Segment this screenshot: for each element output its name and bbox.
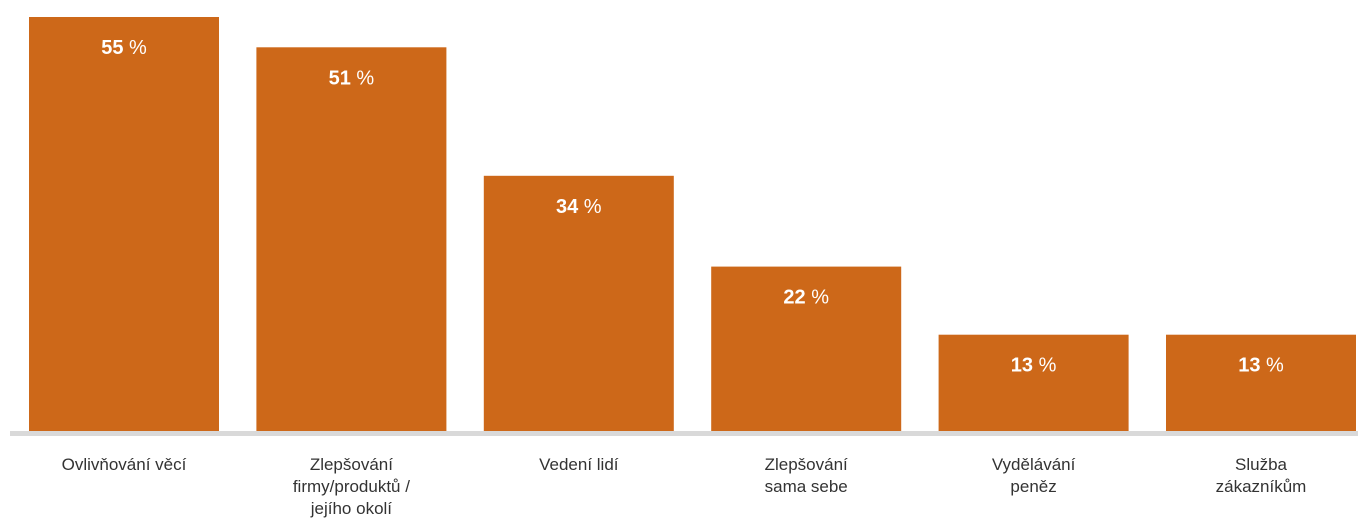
x-axis-baseline	[10, 431, 1358, 436]
bar-value-number: 55	[101, 37, 123, 59]
category-label-3: Vedení lidí	[539, 455, 619, 474]
category-label-line: Vedení lidí	[539, 455, 619, 474]
category-label-line: sama sebe	[765, 477, 848, 496]
category-label-4: Zlepšování sama sebe	[765, 455, 848, 496]
category-label-line: jejího okolí	[310, 499, 393, 518]
bar-2	[256, 47, 447, 434]
category-label-6: Služba zákazníkům	[1216, 455, 1307, 496]
category-label-line: zákazníkům	[1216, 477, 1307, 496]
bar-4	[711, 266, 902, 433]
category-label-5: Vydělávání peněz	[992, 455, 1076, 496]
bars-group: 55 %51 %34 %22 %13 % 13 %	[29, 17, 1356, 434]
bar-value-number: 51	[329, 67, 351, 89]
bar-value-label-2: 51 %	[329, 67, 375, 89]
category-label-1: Ovlivňování věcí	[62, 455, 187, 474]
bar-value-unit: %	[806, 287, 830, 309]
category-label-line: Vydělávání	[992, 455, 1076, 474]
bar-value-unit: %	[123, 37, 147, 59]
bar-3	[483, 175, 674, 434]
bar-value-number: 34	[556, 196, 579, 218]
bar-value-label-1: 55 %	[101, 37, 147, 59]
category-labels-group: Ovlivňování věcí Zlepšování firmy/produktů…	[62, 455, 1307, 518]
bar-value-number: 13	[1238, 355, 1260, 377]
category-label-line: Služba	[1235, 455, 1288, 474]
bar-value-unit: %	[351, 67, 375, 89]
category-label-2: Zlepšování firmy/produktů / jejího okolí	[293, 455, 410, 518]
bar-value-number: 22	[783, 287, 805, 309]
category-label-line: Zlepšování	[765, 455, 848, 474]
category-label-line: Ovlivňování věcí	[62, 455, 187, 474]
category-label-line: firmy/produktů /	[293, 477, 410, 496]
bar-value-label-5: 13 %	[1011, 355, 1057, 377]
bar-value-number: 13	[1011, 355, 1033, 377]
bar-value-label-6: 13 %	[1238, 355, 1284, 377]
bar-value-unit: %	[1260, 355, 1284, 377]
bar-6	[1166, 334, 1356, 433]
bar-1	[29, 17, 219, 433]
bar-value-label-4: 22 %	[783, 287, 829, 309]
category-label-line: peněz	[1010, 477, 1056, 496]
category-label-line: Zlepšování	[310, 455, 393, 474]
bar-value-unit: %	[578, 196, 602, 218]
bar-5	[938, 334, 1129, 433]
bar-value-label-3: 34 %	[556, 196, 602, 218]
bar-value-unit: %	[1033, 355, 1057, 377]
